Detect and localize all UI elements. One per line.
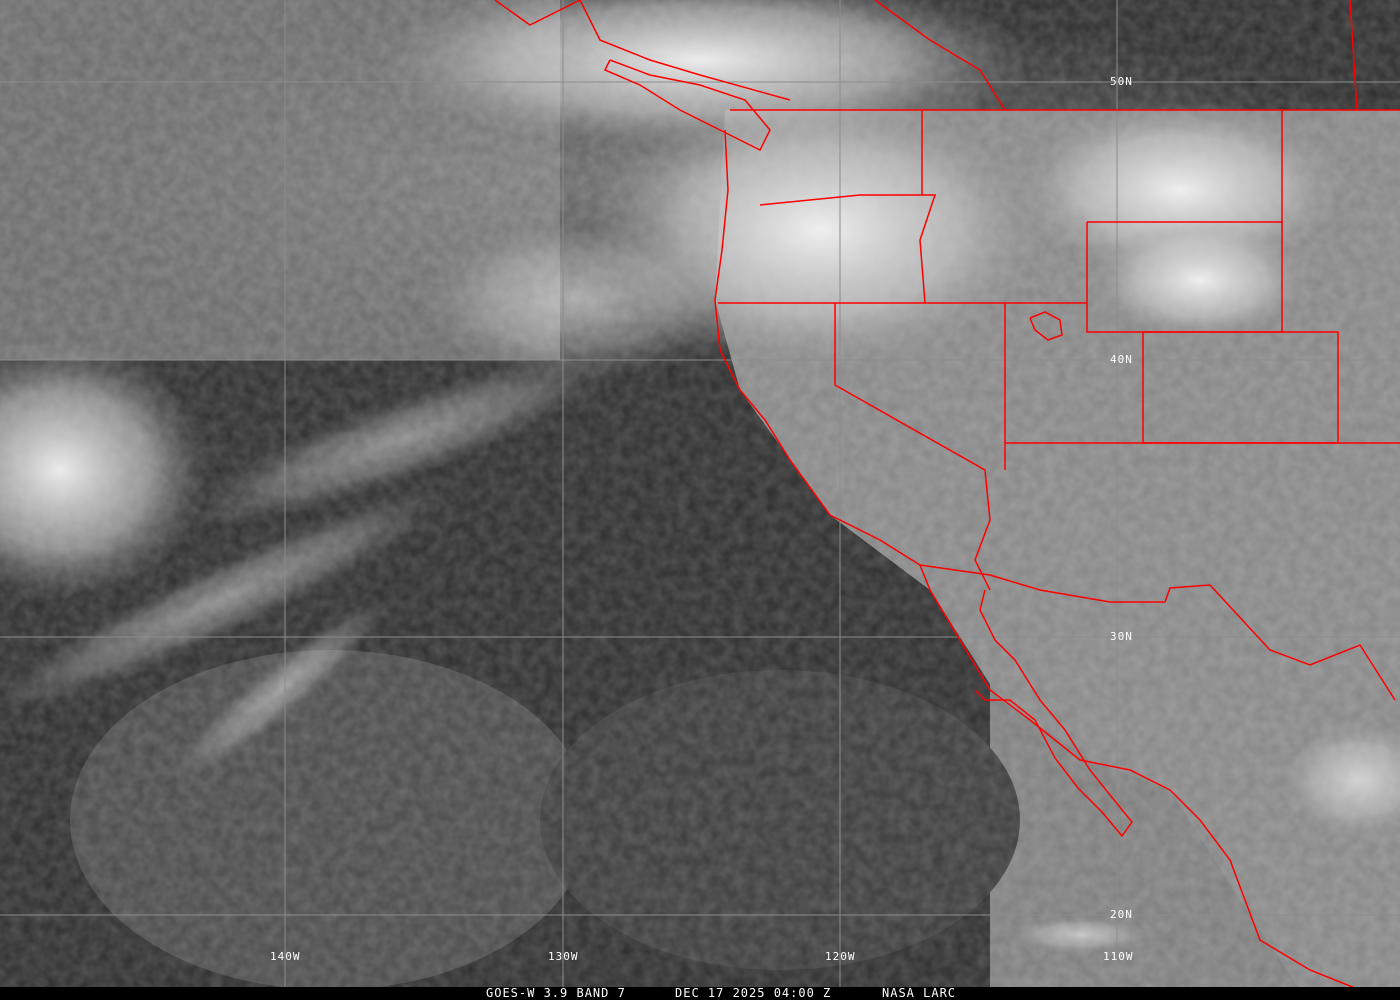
great-salt-lake [1029, 311, 1063, 341]
lat-label-20n: 20N [1110, 908, 1133, 921]
image-caption-bar: GOES-W 3.9 BAND 7 DEC 17 2025 04:00 Z NA… [0, 987, 1400, 1000]
us-mexico-border [919, 564, 1396, 701]
ca-nv-border [834, 303, 991, 591]
source-label: NASA LARC [882, 986, 957, 1000]
product-label: GOES-W 3.9 BAND 7 [486, 986, 626, 1000]
political-borders [494, 0, 1400, 991]
wa-or-border [759, 194, 937, 304]
lon-label-120w: 120W [825, 950, 856, 963]
bc-coast [494, 0, 791, 101]
baja-california [974, 589, 1133, 838]
datetime-label: DEC 17 2025 04:00 Z [675, 986, 832, 1000]
lat-label-50n: 50N [1110, 75, 1133, 88]
lon-label-110w: 110W [1103, 950, 1134, 963]
lon-label-140w: 140W [270, 950, 301, 963]
lat-label-30n: 30N [1110, 630, 1133, 643]
lon-label-130w: 130W [548, 950, 579, 963]
coastline-west [714, 129, 1361, 991]
vancouver-island [603, 59, 771, 152]
lat-label-40n: 40N [1110, 353, 1133, 366]
